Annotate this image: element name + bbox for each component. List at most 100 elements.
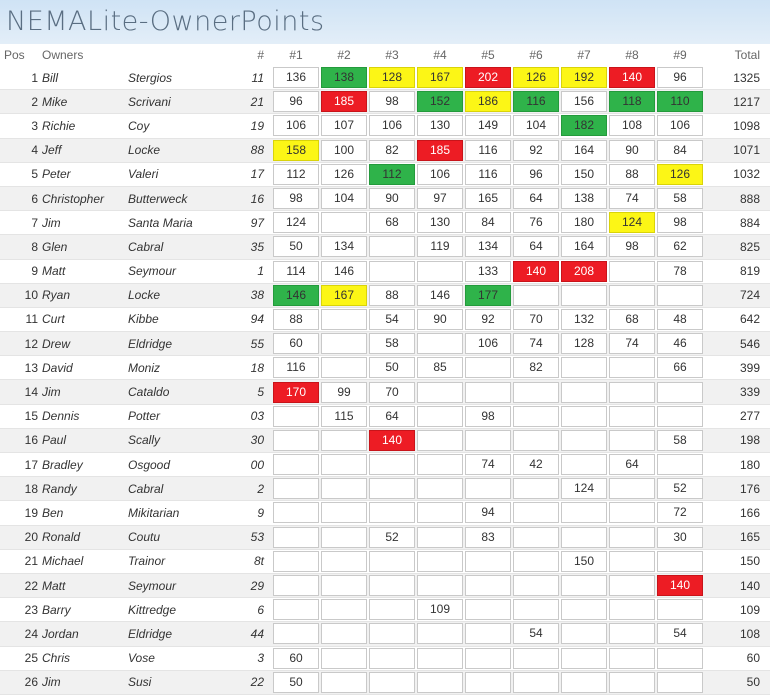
- header-race-4: #4: [433, 48, 447, 62]
- race-5-cell: [464, 646, 512, 670]
- race-9-points: 98: [657, 212, 703, 234]
- race-7-cell: [560, 598, 608, 622]
- race-3-points: 70: [369, 381, 415, 403]
- race-9-cell: [656, 453, 704, 477]
- race-8-points: [609, 599, 655, 621]
- race-5-cell: 83: [464, 525, 512, 550]
- race-2-points: 115: [321, 405, 367, 427]
- race-6-cell: 64: [512, 186, 560, 211]
- race-3-points: 140: [369, 429, 415, 451]
- table-row: 14 Jim Cataldo 5 170 99 70 339: [0, 379, 770, 405]
- race-6-cell: 42: [512, 453, 560, 477]
- race-5-points: 134: [465, 236, 511, 258]
- race-6-cell: 54: [512, 621, 560, 646]
- table-row: 3 Richie Coy 19 106 107 106 130 149 104 182 108 106 1…: [0, 114, 770, 139]
- race-4-points: [417, 671, 463, 693]
- race-3-points: [369, 623, 415, 645]
- table-row: 2 Mike Scrivani 21 96 185 98 152 186 116 156 118 110…: [0, 89, 770, 114]
- owner-last-name: Locke: [128, 138, 234, 163]
- table-row: 26 Jim Susi 22 50 50: [0, 670, 770, 695]
- race-4-points: 130: [417, 212, 463, 234]
- race-9-cell: 78: [656, 259, 704, 283]
- race-4-cell: 109: [416, 598, 464, 622]
- header-race-8: #8: [625, 48, 639, 62]
- race-2-points: [321, 623, 367, 645]
- race-3-points: 88: [369, 284, 415, 306]
- race-3-cell: [368, 259, 416, 283]
- race-2-cell: [320, 356, 368, 380]
- race-8-cell: 108: [608, 114, 656, 138]
- race-8-cell: [608, 476, 656, 501]
- header-row: Pos Owners # #1 #2 #3 #4 #5 #6 #7 #8 #9 …: [0, 44, 770, 66]
- race-9-points: 110: [657, 91, 703, 113]
- owner-last-name: Osgood: [128, 457, 171, 472]
- race-3-cell: [368, 501, 416, 525]
- race-5-points: 94: [465, 502, 511, 524]
- table-row: 21 Michael Trainor 8t 150 150: [0, 549, 770, 574]
- race-8-cell: [608, 670, 656, 695]
- table-row: 9 Matt Seymour 1 114 146 133 140 208 78 819: [0, 259, 770, 284]
- race-6-cell: [512, 476, 560, 501]
- owner-last-name: Santa Maria: [128, 215, 193, 230]
- race-9-points: 58: [657, 188, 703, 210]
- race-3-cell: 140: [368, 428, 416, 453]
- header-race-7: #7: [577, 48, 591, 62]
- race-8-cell: [608, 379, 656, 405]
- race-6-cell: 64: [512, 234, 560, 259]
- race-9-cell: 52: [656, 476, 704, 501]
- race-8-cell: [608, 646, 656, 670]
- race-8-cell: 74: [608, 186, 656, 211]
- total-points: 1098: [733, 118, 760, 133]
- race-5-points: 116: [465, 163, 511, 185]
- race-6-points: [513, 381, 559, 403]
- race-7-cell: 150: [560, 162, 608, 186]
- car-number: 8t: [253, 554, 264, 569]
- race-7-cell: [560, 283, 608, 308]
- race-1-points: [273, 599, 319, 621]
- race-5-cell: 186: [464, 89, 512, 114]
- row-position: 9: [31, 264, 38, 279]
- owner-first-name: Peter: [42, 167, 71, 182]
- owner-first-name: Curt: [42, 312, 65, 327]
- race-9-points: 58: [657, 429, 703, 451]
- race-5-points: 84: [465, 212, 511, 234]
- race-7-points: 128: [561, 333, 607, 355]
- race-4-cell: [416, 428, 464, 453]
- race-6-cell: 76: [512, 211, 560, 235]
- race-2-cell: [320, 476, 368, 501]
- total-points: 198: [704, 428, 770, 453]
- race-1-cell: [272, 501, 320, 525]
- race-2-points: 100: [321, 139, 367, 161]
- owner-first-name: Matt: [42, 264, 66, 279]
- race-7-cell: 124: [560, 476, 608, 501]
- race-6-points: 104: [513, 115, 559, 137]
- race-1-points: 88: [273, 308, 319, 330]
- row-position: 13: [24, 360, 38, 375]
- race-4-cell: [416, 453, 464, 477]
- race-9-cell: 30: [656, 525, 704, 550]
- race-2-cell: 115: [320, 404, 368, 428]
- race-5-cell: [464, 598, 512, 622]
- owner-last-name: Eldridge: [128, 621, 234, 646]
- row-position: 25: [24, 651, 38, 666]
- race-4-points: [417, 333, 463, 355]
- race-3-points: [369, 550, 415, 572]
- race-2-cell: 100: [320, 138, 368, 163]
- race-3-cell: 64: [368, 404, 416, 428]
- race-8-cell: [608, 598, 656, 622]
- race-7-cell: 164: [560, 234, 608, 259]
- race-9-cell: [656, 549, 704, 573]
- race-7-points: 124: [561, 478, 607, 500]
- race-5-cell: [464, 428, 512, 453]
- race-4-cell: [416, 331, 464, 356]
- race-1-cell: 60: [272, 646, 320, 670]
- race-8-cell: 118: [608, 89, 656, 114]
- race-4-points: 167: [417, 67, 463, 89]
- car-number: 3: [257, 651, 264, 666]
- race-8-cell: 68: [608, 307, 656, 331]
- row-position: 10: [0, 283, 42, 308]
- table-row: 7 Jim Santa Maria 97 124 68 130 84 76 180 124 98 884: [0, 211, 770, 235]
- race-1-points: 96: [273, 91, 319, 113]
- owner-first-name: Chris: [42, 651, 71, 666]
- race-8-points: 90: [609, 139, 655, 161]
